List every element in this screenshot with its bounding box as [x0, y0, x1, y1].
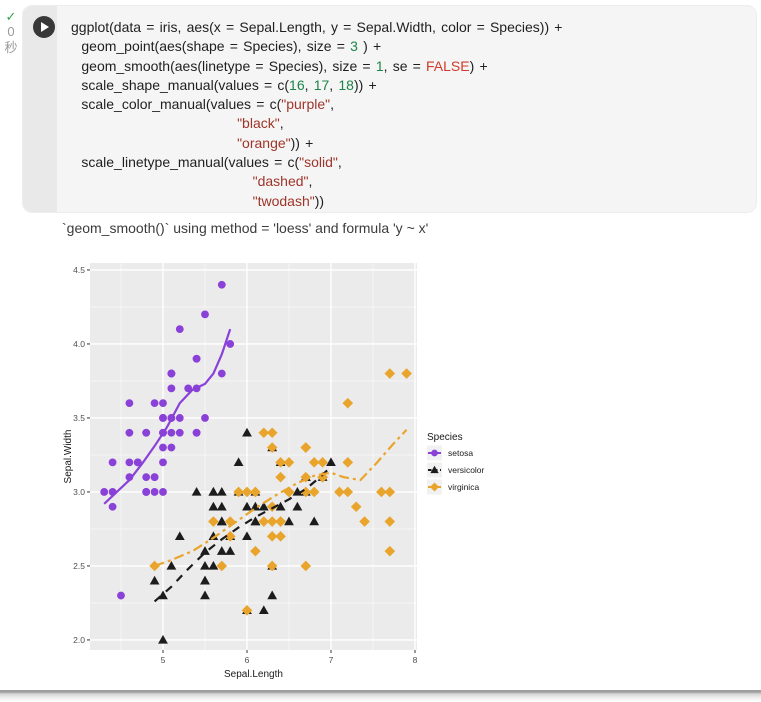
code-line: ggplot(data = iris, aes(x = Sepal.Length… [71, 19, 563, 35]
svg-text:3.5: 3.5 [73, 413, 85, 423]
code-line: "black", [237, 115, 284, 132]
code-line: geom_point(aes(shape = Species), size = … [71, 38, 382, 55]
smooth-line-setosa [103, 328, 232, 505]
legend-label: versicolor [448, 465, 485, 475]
svg-text:3.0: 3.0 [73, 487, 85, 497]
legend-entry-setosa: setosa [427, 445, 473, 461]
svg-text:4.5: 4.5 [73, 265, 85, 275]
major-gridlines [90, 263, 417, 650]
minor-gridlines [90, 263, 417, 650]
plot-output-container: 2.0 2.5 3.0 3.5 4.0 4.5 5 6 7 8 Sepal.Length Sepal.… [63, 256, 510, 686]
svg-text:2.0: 2.0 [73, 635, 85, 645]
code-line: "orange")) + [237, 134, 314, 151]
x-axis-title: Sepal.Length [224, 669, 283, 680]
svg-text:7: 7 [329, 655, 334, 665]
code-line: "twodash")) [252, 192, 325, 209]
window-bottom-edge [0, 690, 761, 702]
svg-text:5: 5 [161, 655, 166, 665]
execution-time-value: 0 [7, 24, 15, 39]
smooth-line-versicolor [153, 465, 332, 603]
cell-run-strip [23, 6, 57, 212]
smooth-line-virginica [154, 429, 408, 567]
code-cell: ggplot(data = iris, aes(x = Sepal.Length… [22, 5, 757, 213]
legend-entry-virginica: virginica [427, 479, 479, 495]
points-layer-setosa [100, 280, 235, 600]
cell-gutter: ✓ 0 秒 [0, 10, 22, 56]
legend-label: setosa [448, 448, 473, 458]
svg-text:4.0: 4.0 [73, 339, 85, 349]
legend-label: virginica [448, 482, 479, 492]
code-line: scale_color_manual(values = c("purple", [71, 96, 334, 113]
axis-ticks [87, 269, 416, 653]
plot-panel [90, 263, 417, 650]
plot-output: 2.0 2.5 3.0 3.5 4.0 4.5 5 6 7 8 Sepal.Length Sepal.… [63, 263, 485, 680]
axis-tick-labels: 2.0 2.5 3.0 3.5 4.0 4.5 5 6 7 8 [73, 265, 417, 665]
legend-title: Species [427, 432, 463, 443]
y-axis-title: Sepal.Width [63, 430, 74, 484]
code-editor[interactable]: ggplot(data = iris, aes(x = Sepal.Length… [57, 6, 562, 212]
execution-time-unit: 秒 [4, 40, 18, 55]
svg-text:2.5: 2.5 [73, 561, 85, 571]
code-line: scale_shape_manual(values = c(16, 17, 18… [71, 76, 377, 93]
svg-text:8: 8 [413, 655, 418, 665]
cell-success-check-icon: ✓ [5, 9, 17, 24]
code-line: scale_linetype_manual(values = c("solid"… [71, 154, 342, 171]
legend: Species setosa versicolor virginica [427, 432, 485, 495]
stdout-message: `geom_smooth()` using method = 'loess' a… [62, 220, 429, 236]
legend-entry-versicolor: versicolor [427, 462, 485, 478]
svg-text:6: 6 [245, 655, 250, 665]
run-cell-button[interactable] [33, 16, 55, 38]
code-line: geom_smooth(aes(linetype = Species), siz… [71, 57, 488, 74]
code-line: "dashed", [252, 173, 313, 190]
play-icon [41, 22, 49, 32]
